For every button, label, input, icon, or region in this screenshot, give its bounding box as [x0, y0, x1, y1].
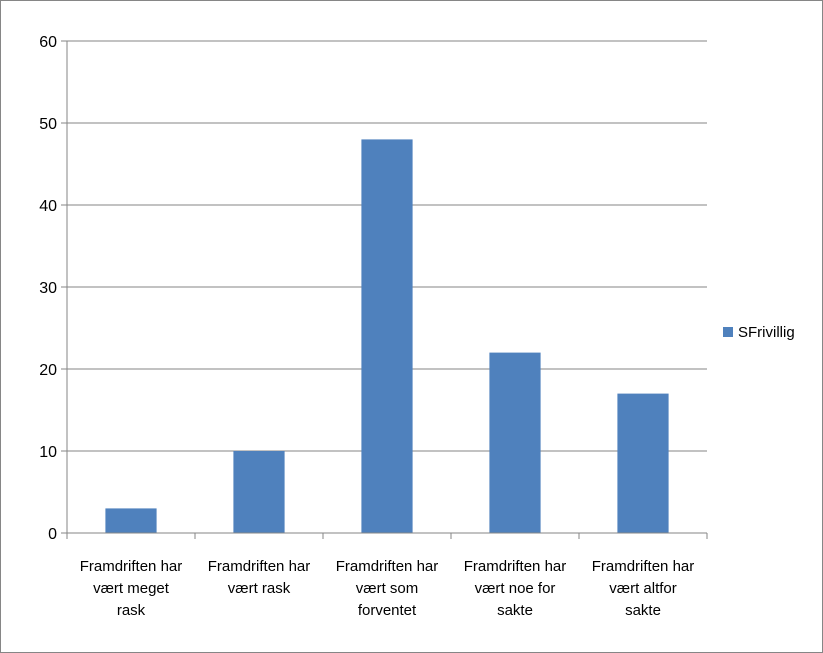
- x-category-label-line: vært noe for: [475, 580, 556, 597]
- x-category-label-line: Framdriften har: [464, 558, 567, 575]
- y-tick-label: 0: [48, 526, 57, 543]
- y-tick-label: 60: [39, 34, 57, 51]
- bar: [105, 508, 157, 533]
- x-category-label-line: Framdriften har: [592, 558, 695, 575]
- legend-label: SFrivillig: [738, 324, 795, 341]
- x-category-label-line: Framdriften har: [208, 558, 311, 575]
- gridlines: [67, 40, 707, 452]
- y-axis-tick-labels: 0 10 20 30 40 50 60: [39, 34, 57, 543]
- x-category-label-line: vært altfor: [609, 580, 677, 597]
- x-axis-category-labels: Framdriften har vært meget raskFramdriften…: [80, 558, 695, 619]
- x-category-label-line: rask: [117, 602, 146, 619]
- bar: [489, 352, 541, 533]
- x-category-label-line: sakte: [497, 602, 533, 619]
- x-category-label-line: vært som: [356, 580, 419, 597]
- x-category-label: Framdriften har vært altfor sakte: [592, 558, 695, 619]
- bars: [105, 139, 669, 533]
- bar: [233, 451, 285, 533]
- y-tick-label: 50: [39, 116, 57, 133]
- y-tick-label: 20: [39, 362, 57, 379]
- x-category-label: Framdriften har vært meget rask: [80, 558, 183, 619]
- x-category-label: Framdriften har vært som forventet: [336, 558, 439, 619]
- x-category-label: Framdriften har vært rask: [208, 558, 311, 597]
- y-tick-label: 40: [39, 198, 57, 215]
- x-category-label-line: Framdriften har: [80, 558, 183, 575]
- axes: [61, 40, 708, 539]
- x-category-label-line: forventet: [358, 602, 417, 619]
- bar: [361, 139, 413, 533]
- y-tick-label: 30: [39, 280, 57, 297]
- x-category-label-line: vært rask: [228, 580, 291, 597]
- bar: [617, 393, 669, 533]
- y-tick-label: 10: [39, 444, 57, 461]
- legend-swatch: [723, 327, 733, 337]
- x-category-label: Framdriften har vært noe for sakte: [464, 558, 567, 619]
- x-category-label-line: Framdriften har: [336, 558, 439, 575]
- legend: SFrivillig: [723, 324, 795, 341]
- x-category-label-line: vært meget: [93, 580, 170, 597]
- x-category-label-line: sakte: [625, 602, 661, 619]
